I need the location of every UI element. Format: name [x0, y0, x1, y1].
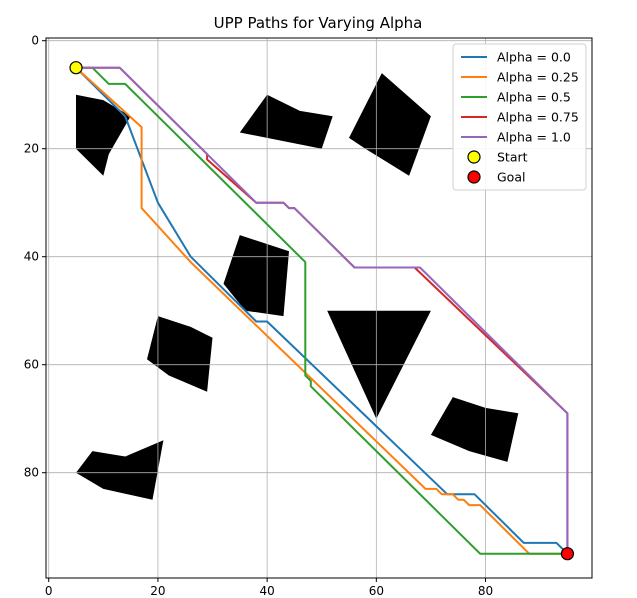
legend-swatch-5	[467, 150, 481, 164]
legend-label-0: Alpha = 0.0	[497, 50, 571, 65]
series-line-4	[76, 66, 569, 554]
legend-label-1: Alpha = 0.25	[497, 70, 579, 85]
legend-label-3: Alpha = 0.75	[497, 110, 579, 125]
marker-goal	[560, 547, 575, 561]
series-line-1	[75, 66, 568, 555]
obstacle-4	[147, 316, 213, 392]
legend-box	[452, 43, 587, 191]
obstacle-1	[239, 94, 333, 149]
chart-title: UPP Paths for Varying Alpha	[214, 14, 423, 32]
legend-label-2: Alpha = 0.5	[497, 90, 571, 105]
y-tick-label-60: 60	[24, 358, 39, 372]
y-tick-label-80: 80	[24, 466, 39, 480]
marker-start	[69, 61, 83, 75]
series-line-0	[75, 66, 569, 555]
x-tick-label-40: 40	[259, 584, 274, 598]
y-tick-label-40: 40	[24, 250, 39, 264]
y-tick-label-0: 0	[31, 34, 39, 48]
x-tick-label-60: 60	[369, 584, 384, 598]
obstacle-3	[223, 235, 289, 317]
obstacle-0	[76, 94, 131, 176]
x-tick-label-20: 20	[150, 584, 165, 598]
x-tick-label-80: 80	[478, 584, 493, 598]
obstacle-7	[76, 440, 164, 500]
legend-label-6: Goal	[497, 170, 525, 185]
legend-label-4: Alpha = 1.0	[497, 130, 571, 145]
plot-area: 0 20 40 60 80 0 20 40 60 80 Alpha = 0.0 Alpha = 0.2…	[24, 34, 593, 598]
axes-frame	[45, 37, 593, 579]
y-tick-label-20: 20	[24, 142, 39, 156]
obstacle-6	[430, 397, 519, 462]
obstacle-2	[349, 73, 431, 176]
series-line-2	[76, 66, 568, 555]
legend-label-5: Start	[497, 150, 528, 165]
legend-swatch-6	[467, 170, 481, 184]
x-tick-label-0: 0	[45, 584, 53, 598]
